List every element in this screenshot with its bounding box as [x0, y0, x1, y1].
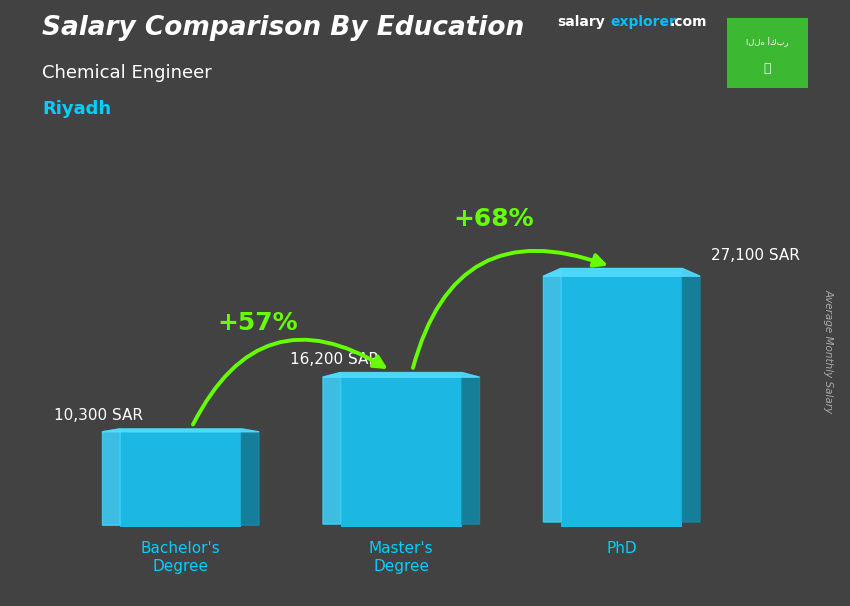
Polygon shape [543, 268, 700, 276]
Text: 10,300 SAR: 10,300 SAR [54, 408, 143, 423]
Text: explorer: explorer [610, 15, 676, 29]
Text: +68%: +68% [454, 207, 534, 231]
Text: 27,100 SAR: 27,100 SAR [711, 248, 800, 263]
Text: Average Monthly Salary: Average Monthly Salary [824, 290, 834, 413]
Bar [561, 268, 683, 527]
Polygon shape [323, 373, 341, 524]
Bar [120, 429, 241, 527]
Text: الله أكبر: الله أكبر [745, 38, 789, 47]
Polygon shape [103, 429, 259, 432]
Text: 16,200 SAR: 16,200 SAR [290, 352, 379, 367]
Polygon shape [543, 268, 561, 522]
Polygon shape [462, 373, 479, 524]
Text: .com: .com [670, 15, 707, 29]
Text: ⸺: ⸺ [763, 62, 771, 75]
Polygon shape [103, 429, 120, 525]
Text: Riyadh: Riyadh [42, 100, 111, 118]
Bar [341, 373, 462, 527]
Polygon shape [323, 373, 479, 377]
Text: Salary Comparison By Education: Salary Comparison By Education [42, 15, 524, 41]
Text: Chemical Engineer: Chemical Engineer [42, 64, 212, 82]
Text: +57%: +57% [218, 311, 298, 335]
Polygon shape [683, 268, 700, 522]
Polygon shape [241, 429, 259, 525]
Text: salary: salary [557, 15, 604, 29]
